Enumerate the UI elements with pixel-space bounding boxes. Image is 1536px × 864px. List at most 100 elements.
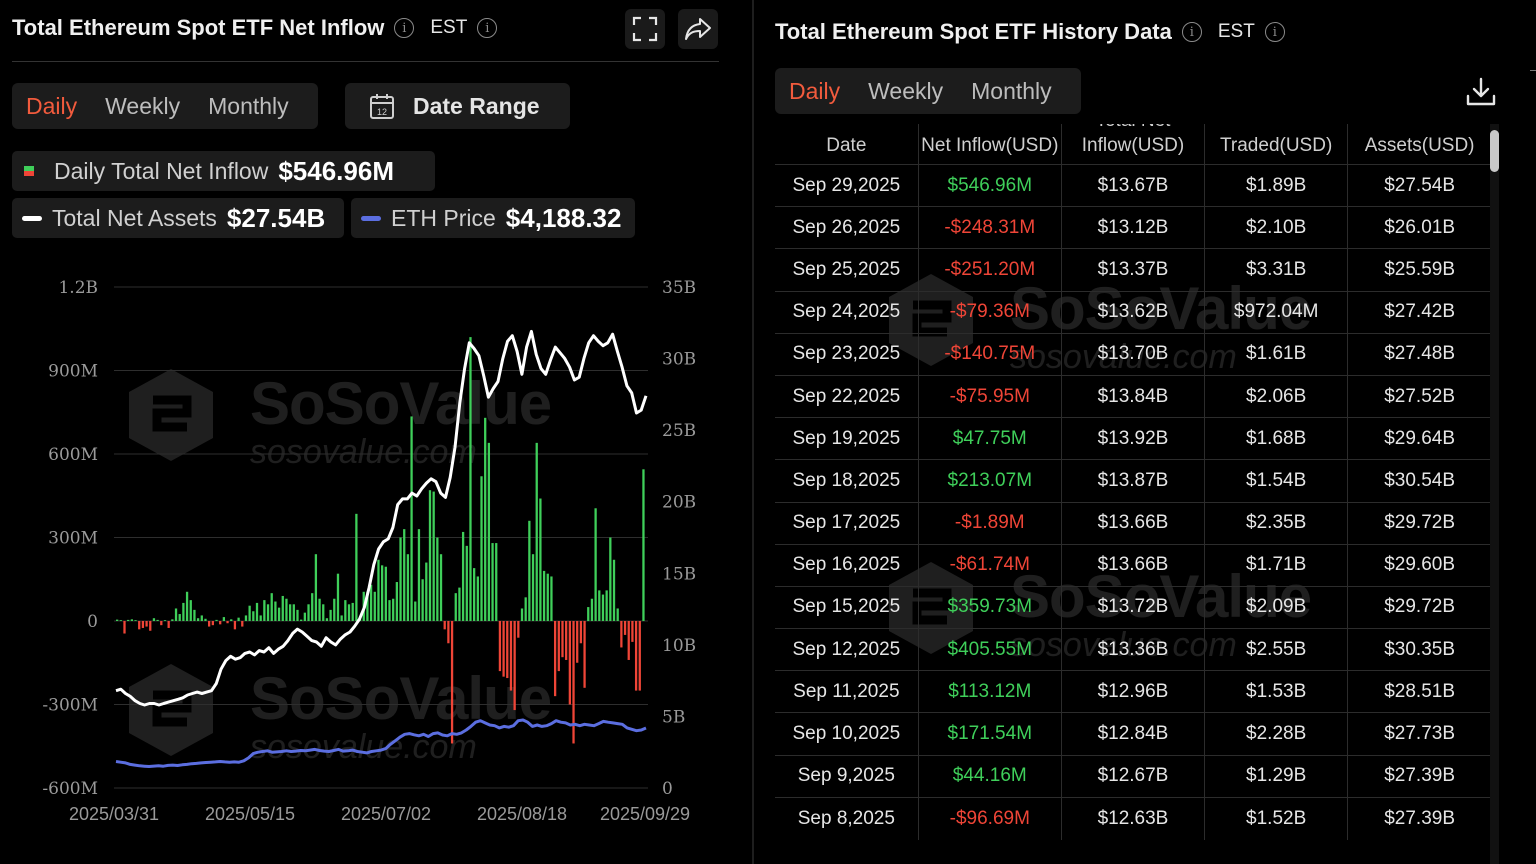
table-row[interactable]: Sep 8,2025 -$96.69M $12.63B $1.52B $27.39B (775, 796, 1491, 840)
x-tick-label: 2025/07/02 (341, 804, 431, 824)
table-row[interactable]: Sep 22,2025 -$75.95M $13.84B $2.06B $27.52B (775, 374, 1491, 418)
cell-net-inflow: -$79.36M (917, 290, 1062, 334)
cell-traded: $1.53B (1204, 670, 1348, 713)
cell-date: Sep 15,2025 (775, 585, 919, 629)
inflow-bar (598, 590, 601, 621)
cell-assets: $29.72B (1347, 501, 1491, 545)
history-table-container[interactable]: Date Net Inflow(USD) Total Net Inflow(US… (775, 124, 1491, 864)
table-row[interactable]: Sep 17,2025 -$1.89M $13.66B $2.35B $29.72B (775, 501, 1491, 545)
tab-weekly[interactable]: Weekly (105, 92, 181, 119)
inflow-bar (476, 576, 479, 621)
cell-total-net-inflow: $13.92B (1060, 417, 1205, 460)
net-inflow-chart[interactable]: 1.2B 900M 600M 300M 0 -300M -600M 35B 30B 25B 20B 1… (0, 260, 740, 830)
inflow-bar (384, 566, 387, 621)
col-total-net-inflow[interactable]: Total Net Inflow(USD) (1060, 124, 1205, 165)
tab-monthly[interactable]: Monthly (971, 77, 1052, 104)
info-icon[interactable]: i (1181, 22, 1202, 42)
col-assets[interactable]: Assets(USD) (1347, 124, 1491, 165)
inflow-bar (156, 619, 159, 621)
inflow-bar (513, 621, 516, 711)
table-row[interactable]: Sep 24,2025 -$79.36M $13.62B $972.04M $27.42… (775, 290, 1491, 334)
history-data-panel: Total Ethereum Spot ETF History Data i E… (755, 0, 1536, 864)
date-range-button[interactable]: 12 Date Range (345, 83, 570, 129)
tab-daily[interactable]: Daily (26, 92, 78, 119)
cell-total-net-inflow: $13.66B (1060, 543, 1205, 587)
cell-date: Sep 23,2025 (775, 332, 919, 376)
inflow-bar (325, 618, 329, 621)
inflow-bar (167, 621, 170, 628)
inflow-bar (171, 619, 174, 621)
cell-assets: $27.52B (1347, 374, 1491, 418)
timezone-info-icon[interactable]: i (477, 18, 498, 38)
table-row[interactable]: Sep 9,2025 $44.16M $12.67B $1.29B $27.39B (775, 754, 1491, 798)
table-row[interactable]: Sep 16,2025 -$61.74M $13.66B $1.71B $29.60B (775, 543, 1491, 587)
cell-net-inflow: $359.73M (917, 585, 1062, 629)
table-row[interactable]: Sep 25,2025 -$251.20M $13.37B $3.31B $25.59B (775, 248, 1491, 292)
cell-total-net-inflow: $13.66B (1060, 501, 1205, 545)
inflow-bar (450, 621, 454, 744)
table-row[interactable]: Sep 15,2025 $359.73M $13.72B $2.09B $29.72B (775, 585, 1491, 629)
share-button[interactable] (678, 9, 718, 49)
inflow-bar (546, 573, 549, 621)
col-net-inflow[interactable]: Net Inflow(USD) (917, 124, 1062, 165)
inflow-bar (631, 621, 634, 642)
timezone-label: EST (1217, 21, 1255, 42)
cell-assets: $27.48B (1347, 332, 1491, 376)
cell-traded: $2.10B (1204, 206, 1348, 249)
inflow-bar (542, 570, 546, 621)
inflow-bar (638, 621, 641, 691)
inflow-bar (395, 582, 399, 621)
col-traded[interactable]: Traded(USD) (1204, 124, 1348, 165)
cell-total-net-inflow: $13.70B (1060, 332, 1205, 376)
scrollbar-thumb[interactable] (1490, 130, 1499, 172)
y-right-tick-label: 15B (662, 564, 696, 584)
table-row[interactable]: Sep 26,2025 -$248.31M $13.12B $2.10B $26.01B (775, 206, 1491, 249)
scroll-track[interactable] (1490, 124, 1499, 864)
table-row[interactable]: Sep 23,2025 -$140.75M $13.70B $1.61B $27.48B (775, 332, 1491, 376)
cell-net-inflow: -$61.74M (917, 543, 1062, 587)
cell-assets: $27.42B (1347, 290, 1491, 334)
inflow-bar (222, 617, 226, 621)
left-title-row: Total Ethereum Spot ETF Net Inflow i EST… (12, 15, 498, 41)
legend-net-assets[interactable]: Total Net Assets $27.54B (12, 198, 344, 238)
tab-monthly[interactable]: Monthly (208, 92, 289, 119)
cell-total-net-inflow: $13.37B (1060, 248, 1205, 292)
inflow-bar (266, 604, 270, 621)
inflow-bar (344, 600, 347, 621)
tab-daily[interactable]: Daily (789, 77, 841, 104)
y-left-tick-label: 900M (48, 362, 98, 382)
inflow-bar (314, 554, 318, 621)
legend-eth-price[interactable]: ETH Price $4,188.32 (351, 198, 635, 238)
net-assets-legend-line (22, 215, 42, 221)
inflow-bar (428, 490, 432, 621)
download-button[interactable] (1465, 76, 1497, 113)
table-header-row: Date Net Inflow(USD) Total Net Inflow(US… (775, 124, 1491, 165)
inflow-bar (410, 416, 413, 621)
cell-traded: $2.55B (1204, 628, 1348, 671)
inflow-bar (443, 621, 446, 630)
col-date[interactable]: Date (826, 135, 867, 156)
x-tick-label: 2025/08/18 (477, 804, 567, 824)
inflow-bar (185, 591, 189, 621)
table-row[interactable]: Sep 18,2025 $213.07M $13.87B $1.54B $30.54B (775, 459, 1491, 502)
table-row[interactable]: Sep 10,2025 $171.54M $12.84B $2.28B $27.73B (775, 712, 1491, 756)
panel-edge-mark (1530, 70, 1536, 71)
table-row[interactable]: Sep 29,2025 $546.96M $13.67B $1.89B $27.54B (775, 163, 1491, 207)
inflow-bar (406, 554, 410, 621)
cell-date: Sep 10,2025 (775, 712, 919, 756)
legend-daily-inflow[interactable]: Daily Total Net Inflow $546.96M (12, 151, 435, 191)
right-period-tabs: Daily Weekly Monthly (775, 68, 1081, 114)
inflow-bar (241, 621, 244, 627)
inflow-bar (392, 598, 395, 621)
fullscreen-button[interactable] (625, 9, 665, 49)
inflow-bar (550, 576, 553, 621)
info-icon[interactable]: i (394, 18, 415, 38)
table-row[interactable]: Sep 19,2025 $47.75M $13.92B $1.68B $29.64B (775, 417, 1491, 460)
table-row[interactable]: Sep 12,2025 $405.55M $13.36B $2.55B $30.35B (775, 628, 1491, 671)
inflow-bar (634, 621, 638, 691)
timezone-info-icon[interactable]: i (1264, 22, 1285, 42)
cell-net-inflow: $47.75M (917, 417, 1062, 460)
table-row[interactable]: Sep 11,2025 $113.12M $12.96B $1.53B $28.51B (775, 670, 1491, 713)
net-assets-value: $27.54B (226, 202, 326, 233)
tab-weekly[interactable]: Weekly (868, 77, 944, 104)
